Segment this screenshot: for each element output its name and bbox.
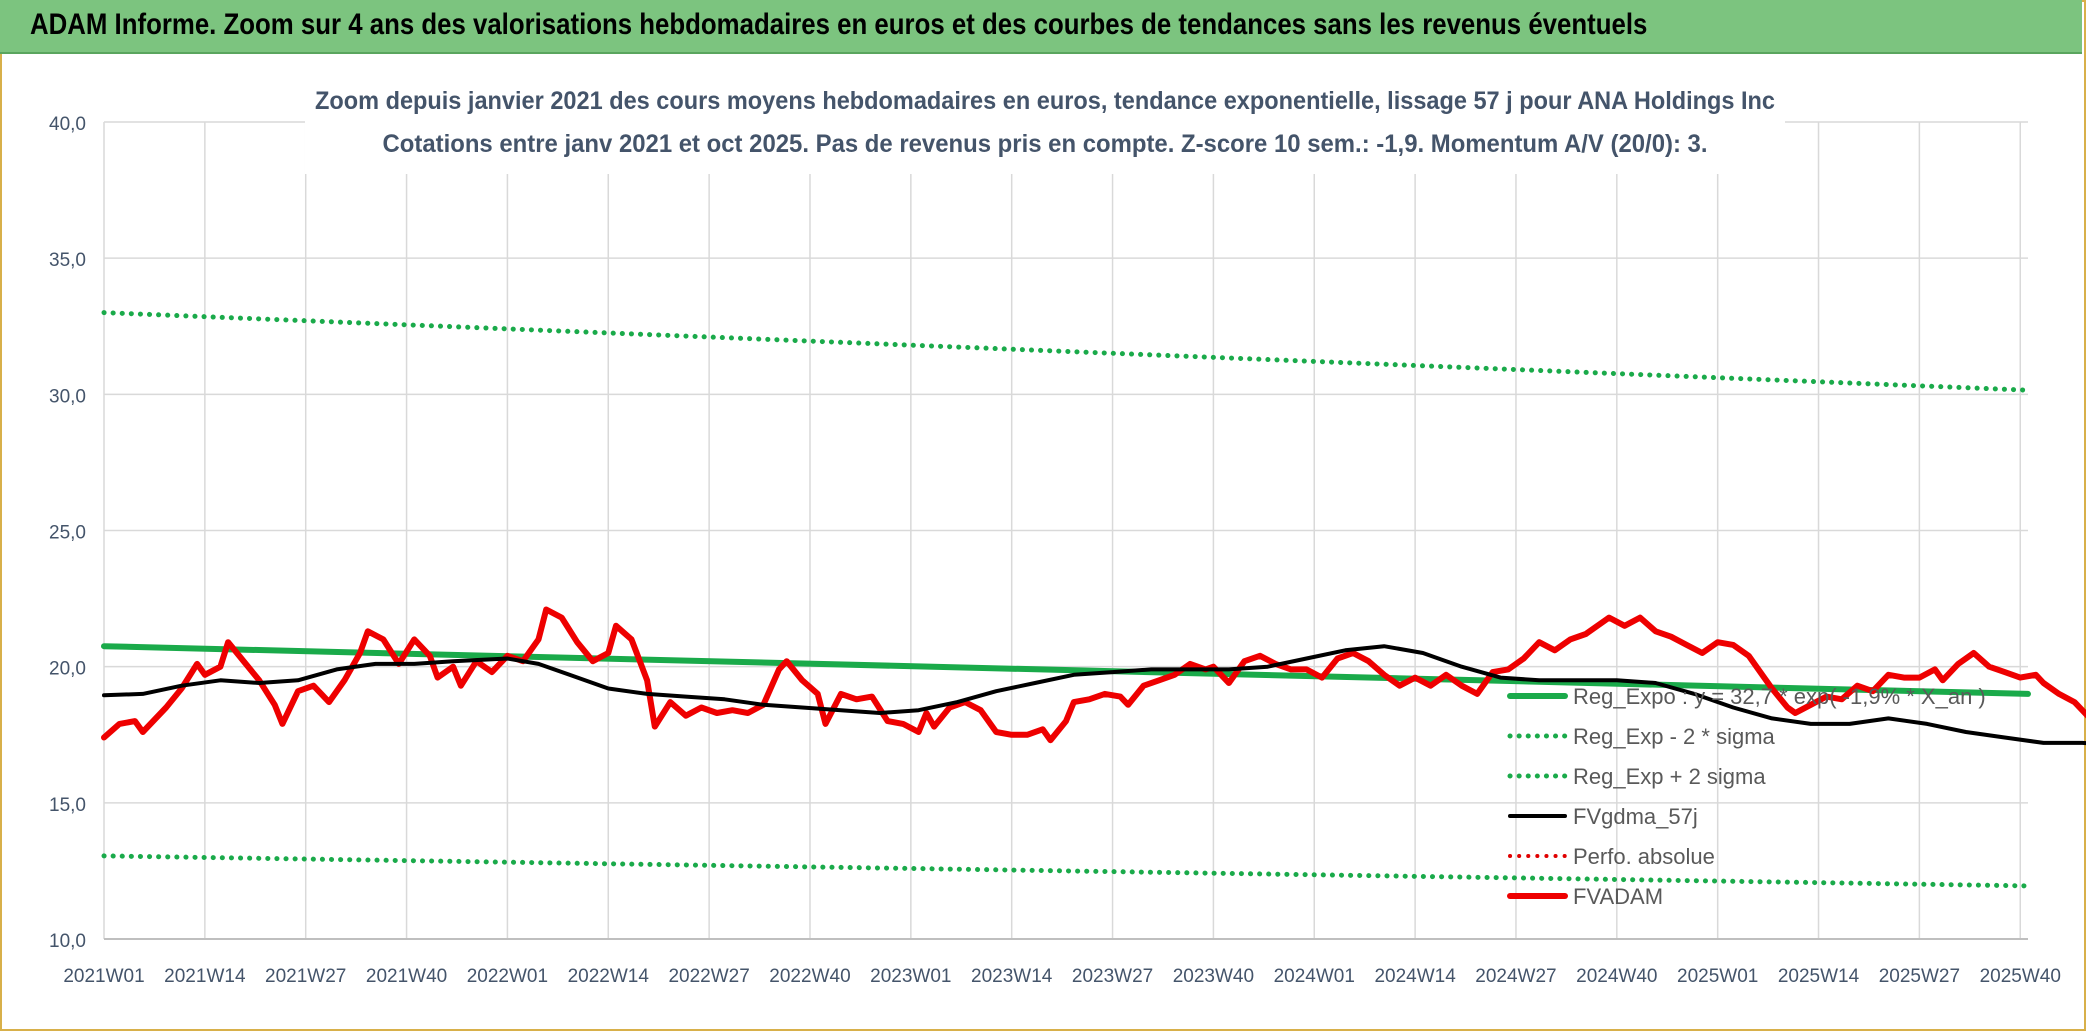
series-line [101, 310, 2031, 393]
legend-label: Perfo. absolue [1573, 844, 1715, 869]
chart-subtitle: Cotations entre janv 2021 et oct 2025. P… [383, 130, 1708, 158]
report-title: ADAM Informe. Zoom sur 4 ans des valoris… [30, 8, 1648, 41]
y-tick-label: 15,0 [49, 795, 86, 816]
series-line [101, 853, 2031, 889]
legend-label: Reg_Exp + 2 sigma [1573, 764, 1766, 789]
gridlines [103, 121, 2028, 940]
x-tick-label: 2023W27 [1072, 966, 1153, 987]
legend-label: Reg_Expo : y = 32,7 * exp( -1,9% * X_an … [1573, 684, 1986, 709]
y-tick-label: 25,0 [49, 523, 86, 544]
x-tick-label: 2022W27 [668, 966, 749, 987]
legend: Reg_Expo : y = 32,7 * exp( -1,9% * X_an … [1507, 684, 1986, 909]
y-tick-label: 10,0 [49, 931, 86, 952]
x-tick-label: 2022W14 [568, 966, 650, 987]
x-tick-label: 2022W01 [467, 966, 548, 987]
chart-title: Zoom depuis janvier 2021 des cours moyen… [315, 87, 1775, 115]
y-axis-tick-labels: 10,0 15,0 20,0 25,0 30,0 35,0 40,0 [49, 114, 86, 952]
x-tick-label: 2021W01 [63, 966, 144, 987]
legend-label: FVgdma_57j [1573, 804, 1698, 829]
legend-label: FVADAM [1573, 884, 1663, 909]
x-tick-label: 2023W14 [971, 966, 1053, 987]
x-tick-label: 2021W27 [265, 966, 346, 987]
header-bar: ADAM Informe. Zoom sur 4 ans des valoris… [0, 0, 2082, 54]
x-tick-label: 2023W40 [1173, 966, 1254, 987]
x-tick-label: 2025W27 [1879, 966, 1960, 987]
x-tick-label: 2024W14 [1374, 966, 1456, 987]
series-line [102, 644, 2086, 746]
y-tick-label: 20,0 [49, 659, 86, 680]
y-tick-label: 35,0 [49, 250, 86, 271]
series-lines [101, 310, 2086, 889]
x-tick-label: 2022W40 [769, 966, 850, 987]
x-tick-label: 2021W40 [366, 966, 447, 987]
y-tick-label: 40,0 [49, 114, 86, 135]
x-tick-label: 2025W01 [1677, 966, 1758, 987]
x-tick-label: 2021W14 [164, 966, 246, 987]
x-tick-label: 2023W01 [870, 966, 951, 987]
chart-title-background [305, 78, 1785, 174]
x-tick-label: 2024W27 [1475, 966, 1556, 987]
x-axis-tick-labels: 2021W01 2021W14 2021W27 2021W40 2022W01 2022W… [63, 966, 2061, 987]
legend-label: Reg_Exp - 2 * sigma [1573, 724, 1776, 749]
y-tick-label: 30,0 [49, 386, 86, 407]
x-tick-label: 2024W40 [1576, 966, 1657, 987]
x-tick-label: 2025W14 [1778, 966, 1860, 987]
x-tick-label: 2024W01 [1274, 966, 1355, 987]
x-tick-label: 2025W40 [1980, 966, 2061, 987]
series-line [101, 606, 2086, 744]
